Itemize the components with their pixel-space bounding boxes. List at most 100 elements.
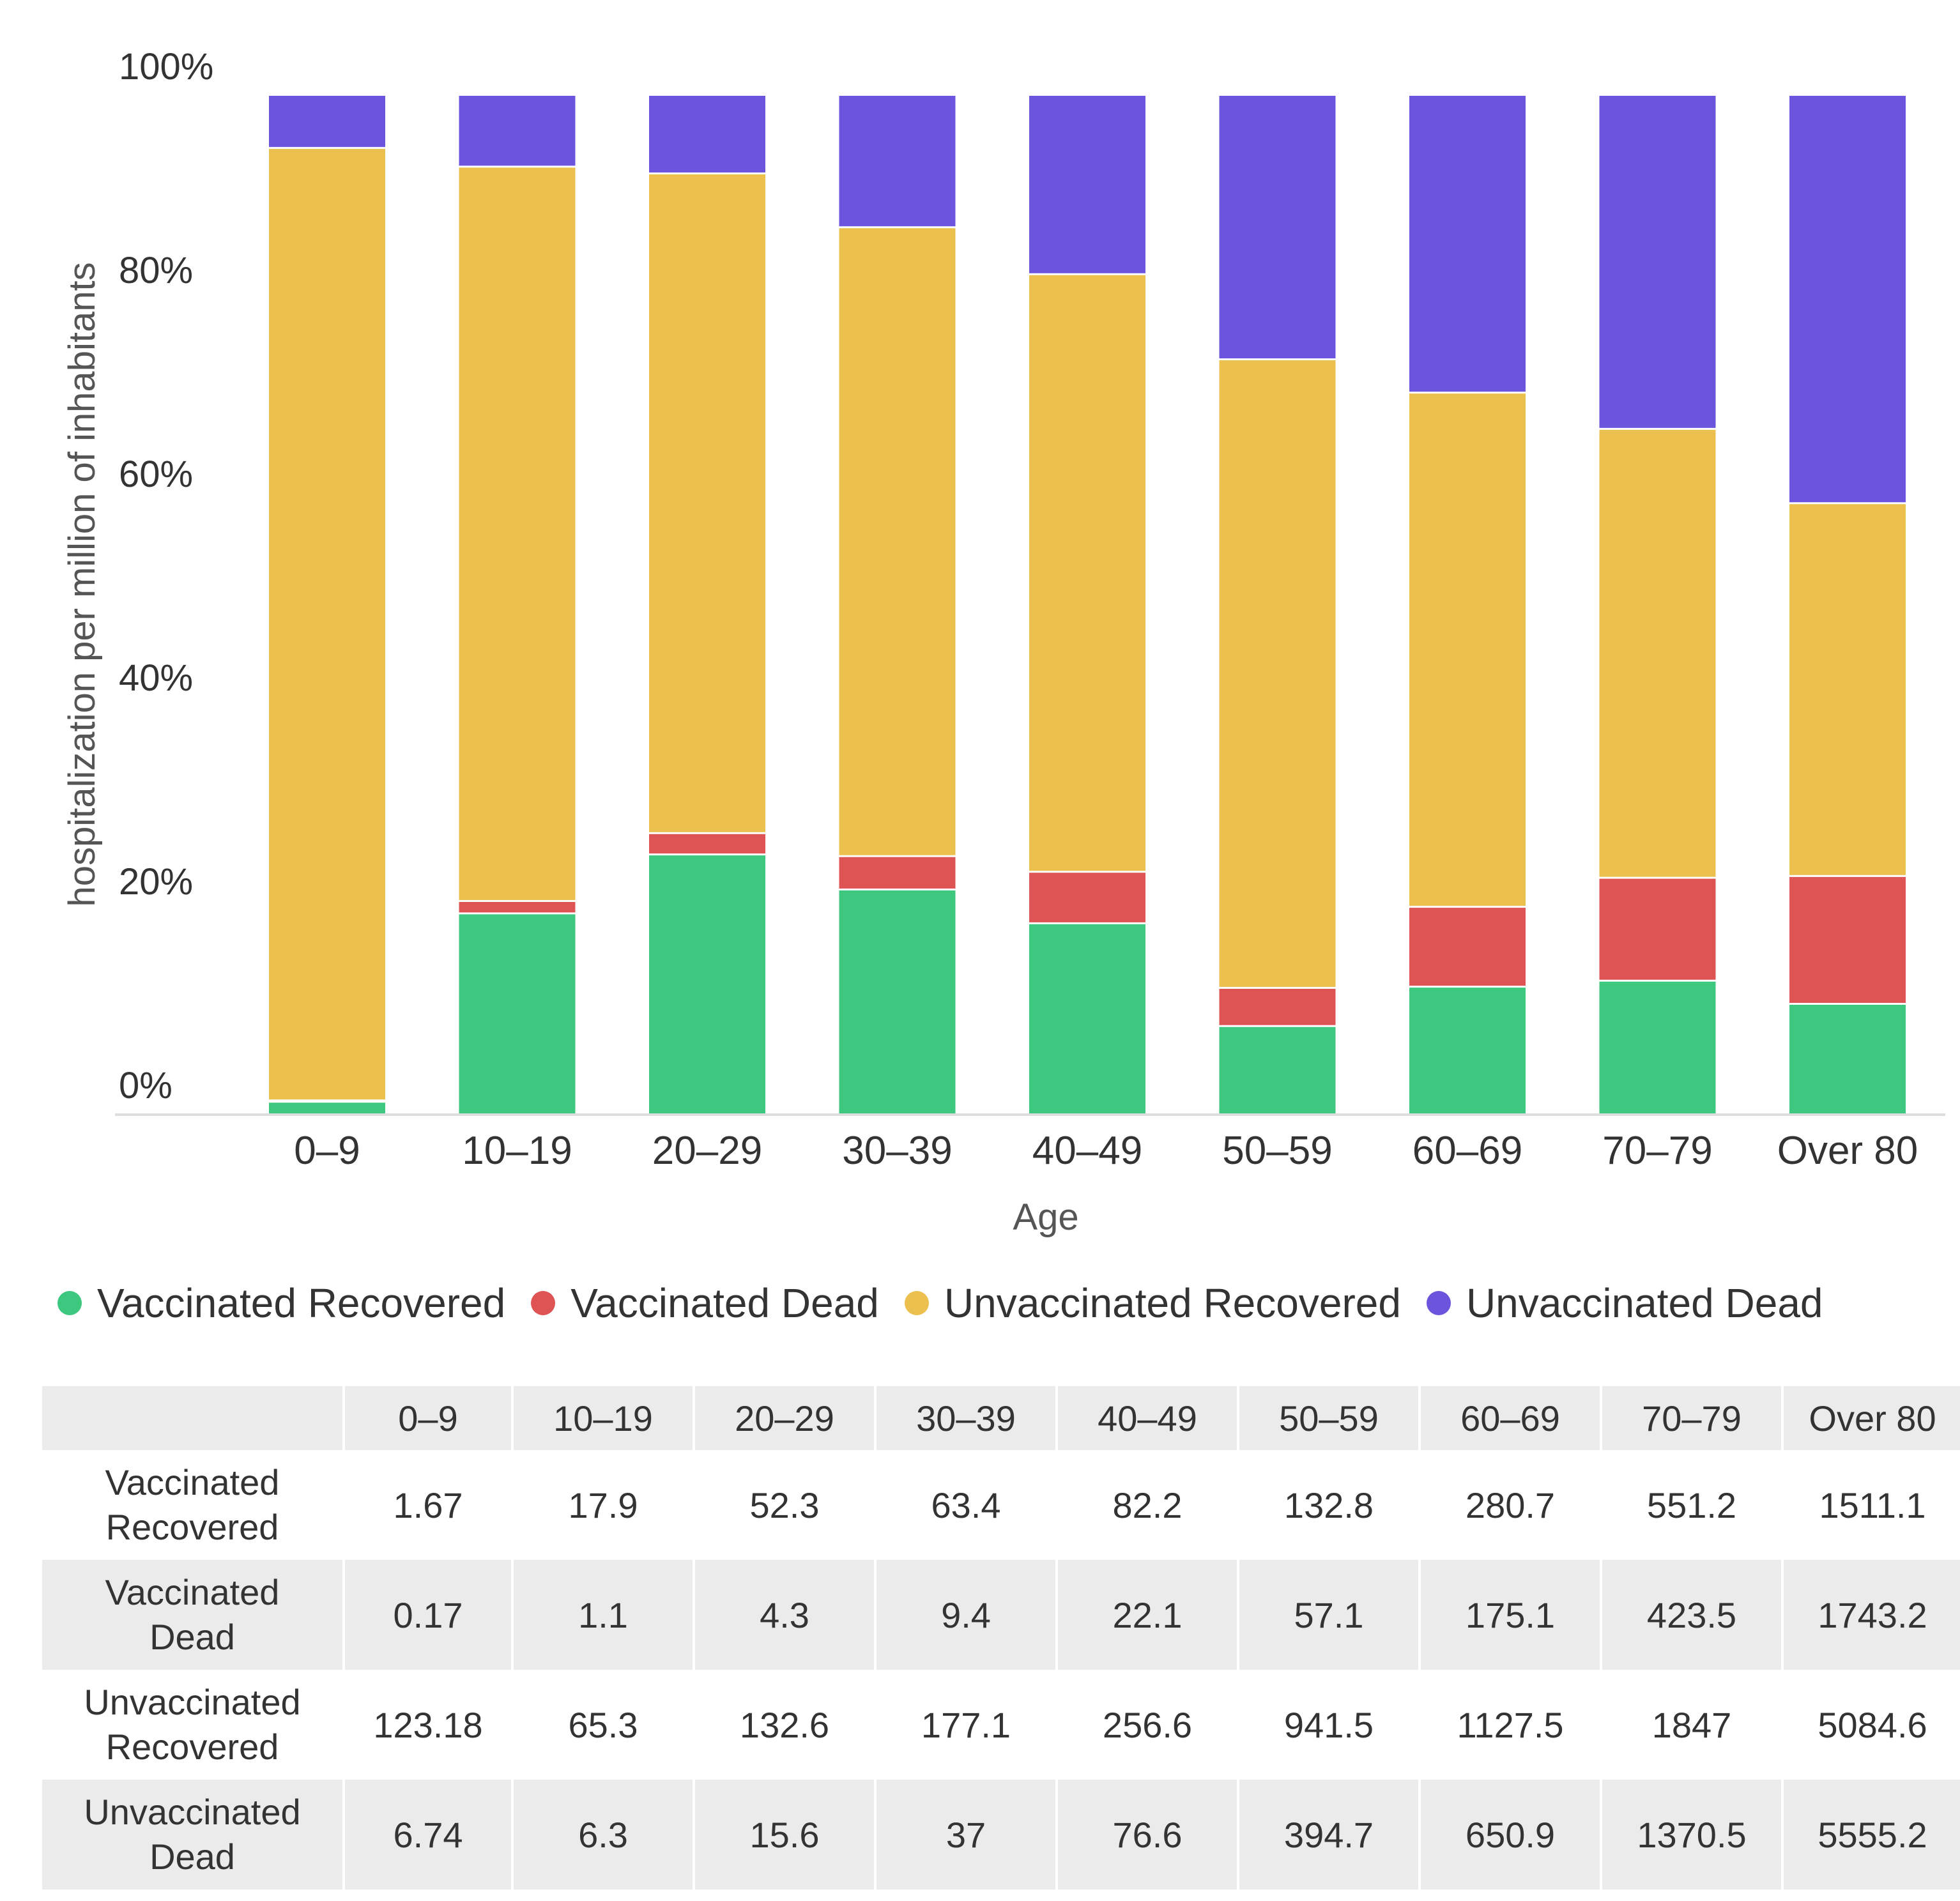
table-cell: 1847: [1601, 1670, 1784, 1780]
row-label-line1: Unvaccinated: [84, 1682, 301, 1722]
table-cell: 17.9: [512, 1450, 695, 1560]
x-tick-label: 30–39: [842, 1129, 952, 1173]
bar-segment-unvaccinated-dead: [839, 96, 956, 227]
table-body: Vaccinated Recovered 1.67 17.9 52.3 63.4 82.2 1…: [42, 1450, 1960, 1890]
bar-segment-vaccinated-dead: [839, 856, 956, 890]
data-table: 0–9 10–19 20–29 30–39 40–49 50–59 60–69 70–79 Ov…: [42, 1386, 1960, 1890]
bar-segment-unvaccinated-recovered: [649, 173, 765, 834]
y-tick-label: 80%: [119, 250, 193, 291]
table-row-header: Unvaccinated Dead: [42, 1780, 345, 1890]
table-row: Unvaccinated Dead 6.74 6.3 15.6 37 76.6 394.7 65…: [42, 1780, 1960, 1890]
row-label-line2: Dead: [149, 1617, 235, 1657]
table-cell: 5555.2: [1782, 1780, 1960, 1890]
legend-item: Vaccinated Dead: [531, 1279, 879, 1327]
table-cell: 76.6: [1057, 1780, 1239, 1890]
legend-dot-icon: [57, 1291, 82, 1315]
table-cell: 132.8: [1238, 1450, 1421, 1560]
table-row-header: Vaccinated Recovered: [42, 1450, 345, 1560]
bar-segment-vaccinated-dead: [649, 833, 765, 855]
bar-segment-vaccinated-recovered: [1219, 1026, 1336, 1115]
legend-label: Vaccinated Dead: [570, 1280, 879, 1326]
legend-dot-icon: [1426, 1291, 1451, 1315]
x-axis-title: Age: [1013, 1196, 1078, 1238]
table-header-cell: 60–69: [1420, 1386, 1602, 1450]
x-tick-labels: 0–9 10–19 20–29 30–39 40–49 50–59 60–69 70–79 Ov…: [294, 1129, 1918, 1173]
y-tick-label: 0%: [119, 1065, 172, 1106]
x-tick-label: Over 80: [1777, 1129, 1918, 1173]
y-tick-label: 40%: [119, 657, 193, 699]
table-cell: 65.3: [512, 1670, 695, 1780]
table-cell: 650.9: [1420, 1780, 1602, 1890]
bar-segment-unvaccinated-dead: [459, 96, 576, 167]
x-tick-label: 60–69: [1413, 1129, 1522, 1173]
table-row-header: Vaccinated Dead: [42, 1560, 345, 1670]
bar-stacks: [269, 96, 1906, 1115]
x-tick-label: 40–49: [1032, 1129, 1142, 1173]
legend-item: Vaccinated Recovered: [57, 1279, 505, 1327]
bar-segment-unvaccinated-recovered: [459, 166, 576, 901]
bar-segment-vaccinated-recovered: [1789, 1004, 1906, 1115]
bar-segment-vaccinated-recovered: [1409, 986, 1526, 1115]
table-cell: 1127.5: [1420, 1670, 1602, 1780]
bar-segment-vaccinated-recovered: [459, 913, 576, 1115]
table-cell: 37: [875, 1780, 1058, 1890]
table-row: Unvaccinated Recovered 123.18 65.3 132.6 177.…: [42, 1670, 1960, 1780]
table-cell: 394.7: [1238, 1780, 1421, 1890]
bar-segment-unvaccinated-dead: [1409, 96, 1526, 393]
x-tick-label: 0–9: [294, 1129, 360, 1173]
table-cell: 177.1: [875, 1670, 1058, 1780]
bar-segment-vaccinated-dead: [1409, 906, 1526, 987]
bar-segment-unvaccinated-recovered: [1789, 503, 1906, 876]
bar-segment-vaccinated-recovered: [1599, 981, 1716, 1115]
y-tick-labels: 0% 20% 40% 60% 80% 100%: [119, 46, 213, 1106]
bar-segment-vaccinated-dead: [1789, 876, 1906, 1004]
table-cell: 1370.5: [1601, 1780, 1784, 1890]
x-tick-label: 20–29: [652, 1129, 762, 1173]
y-tick-label: 60%: [119, 454, 193, 495]
legend-dot-icon: [531, 1291, 556, 1315]
table-header-cell: 40–49: [1057, 1386, 1239, 1450]
y-tick-label: 100%: [119, 46, 213, 88]
table-cell: 280.7: [1420, 1450, 1602, 1560]
row-label-line2: Dead: [149, 1836, 235, 1877]
y-axis-title: hospitalization per million of inhabitan…: [61, 262, 103, 906]
bar-segment-vaccinated-dead: [1029, 871, 1145, 924]
table-row-header: Unvaccinated Recovered: [42, 1670, 345, 1780]
table-cell: 423.5: [1601, 1560, 1784, 1670]
stacked-bar-chart: 0% 20% 40% 60% 80% 100% 0–9 10–19 20–29 30–39 40–…: [61, 46, 1945, 1238]
legend-label: Vaccinated Recovered: [97, 1280, 506, 1326]
bar-segment-unvaccinated-recovered: [1599, 429, 1716, 878]
table-cell: 1.1: [512, 1560, 695, 1670]
y-tick-label: 20%: [119, 861, 193, 903]
table-row: Vaccinated Dead 0.17 1.1 4.3 9.4 22.1 57.1 175.1…: [42, 1560, 1960, 1670]
table-cell: 132.6: [694, 1670, 877, 1780]
bar-segment-vaccinated-dead: [1219, 988, 1336, 1027]
legend-item: Unvaccinated Dead: [1426, 1279, 1823, 1327]
table-cell: 1.67: [344, 1450, 514, 1560]
x-tick-label: 50–59: [1222, 1129, 1332, 1173]
table-cell: 15.6: [694, 1780, 877, 1890]
legend-dot-icon: [904, 1291, 929, 1315]
table-cell: 63.4: [875, 1450, 1058, 1560]
bar-segment-unvaccinated-dead: [1789, 96, 1906, 503]
table-cell: 22.1: [1057, 1560, 1239, 1670]
table-header-cell: 20–29: [694, 1386, 877, 1450]
table-header-row: 0–9 10–19 20–29 30–39 40–49 50–59 60–69 70–79 Ov…: [42, 1386, 1960, 1450]
bar-segment-vaccinated-dead: [1599, 878, 1716, 981]
table-cell: 256.6: [1057, 1670, 1239, 1780]
bar-segment-vaccinated-dead: [459, 901, 576, 913]
table-row: Vaccinated Recovered 1.67 17.9 52.3 63.4 82.2 1…: [42, 1450, 1960, 1560]
bar-segment-unvaccinated-recovered: [269, 148, 385, 1101]
table-cell: 1511.1: [1782, 1450, 1960, 1560]
x-tick-label: 70–79: [1602, 1129, 1712, 1173]
table-corner-cell: [42, 1386, 345, 1450]
bar-segment-vaccinated-recovered: [649, 854, 765, 1115]
table-header-cell: 0–9: [344, 1386, 514, 1450]
table-cell: 941.5: [1238, 1670, 1421, 1780]
table-cell: 4.3: [694, 1560, 877, 1670]
row-label-line1: Unvaccinated: [84, 1792, 301, 1832]
row-label-line1: Vaccinated: [105, 1462, 280, 1502]
table-cell: 1743.2: [1782, 1560, 1960, 1670]
legend-item: Unvaccinated Recovered: [904, 1279, 1401, 1327]
bar-segment-unvaccinated-recovered: [1029, 274, 1145, 872]
